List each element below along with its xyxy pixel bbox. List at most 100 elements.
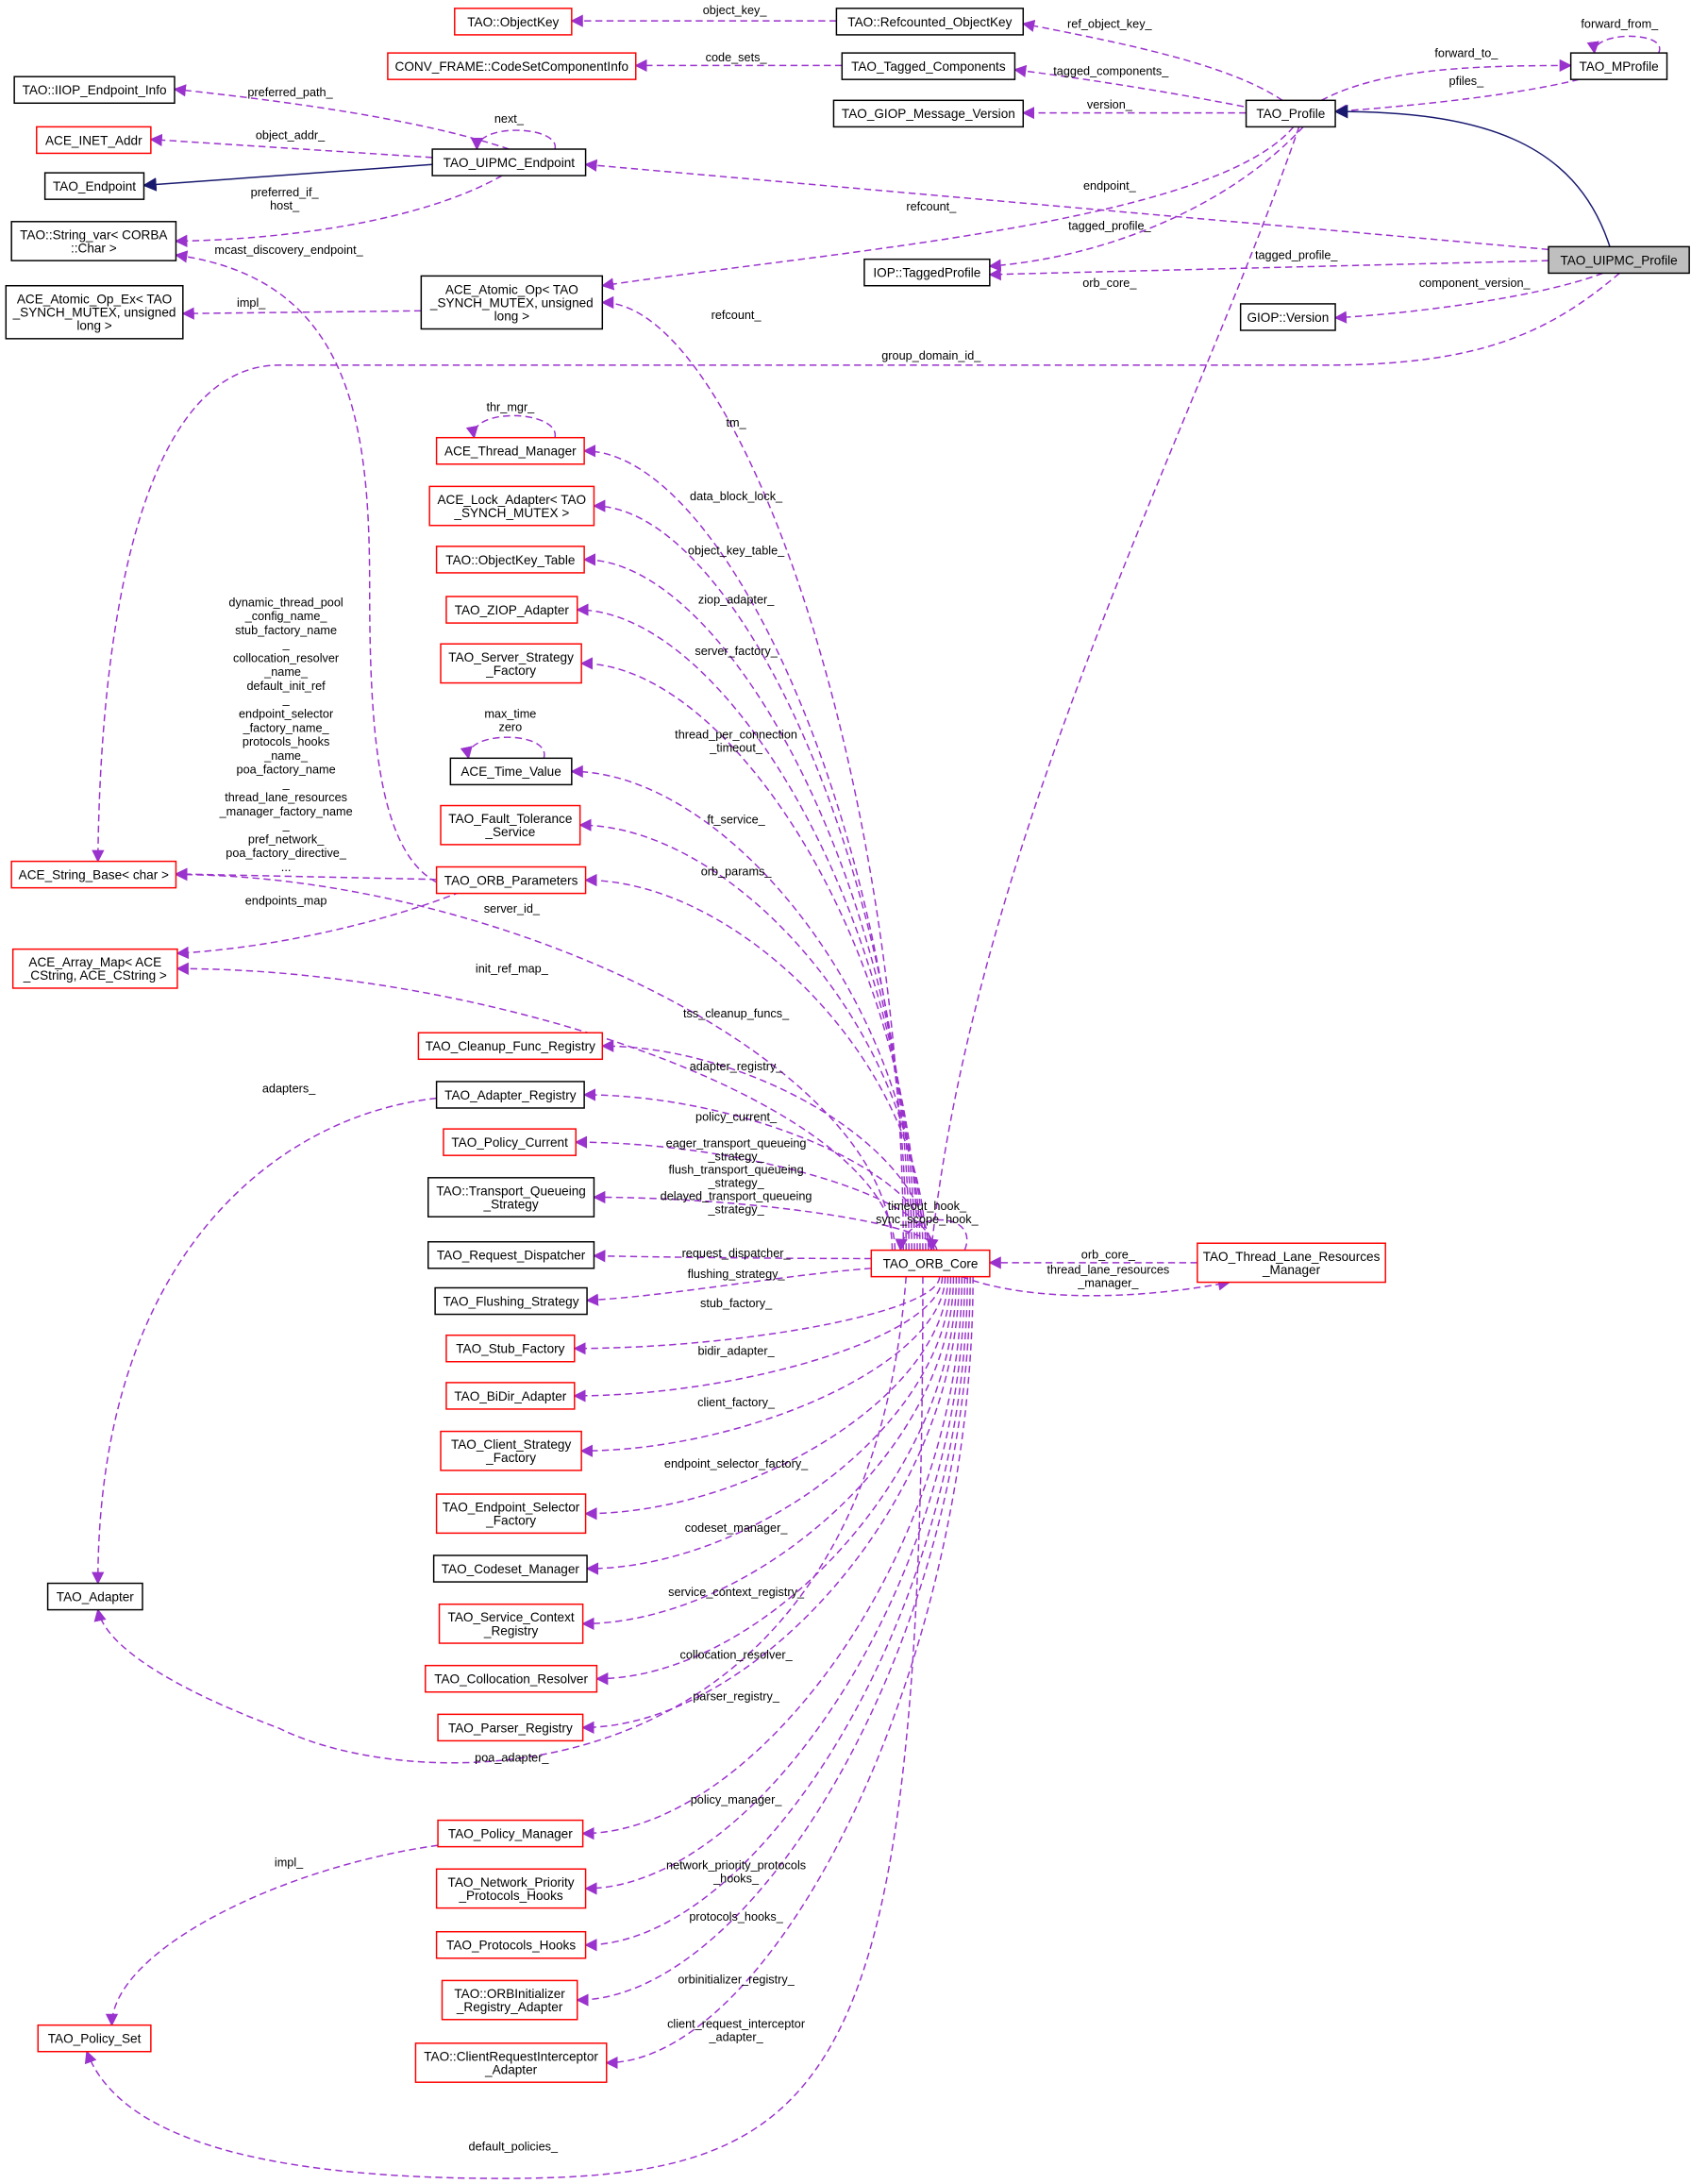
class-node-tao-endpoint[interactable]: TAO_Endpoint bbox=[43, 172, 145, 200]
edge-label: bidir_adapter_ bbox=[698, 1344, 776, 1357]
class-node-objectkey-table[interactable]: TAO::ObjectKey_Table bbox=[435, 546, 585, 574]
edge-label: policy_manager_ bbox=[691, 1793, 783, 1806]
node-label: TAO_Client_Strategy bbox=[451, 1437, 571, 1452]
node-box bbox=[43, 172, 145, 200]
node-label: _Adapter bbox=[484, 2062, 538, 2076]
node-box bbox=[417, 1032, 604, 1061]
class-node-tao-mprofile[interactable]: TAO_MProfile bbox=[1569, 52, 1668, 80]
class-node-server-strategy-factory[interactable]: TAO_Server_Strategy_Factory bbox=[440, 643, 582, 684]
class-node-bidir-adapter[interactable]: TAO_BiDir_Adapter bbox=[445, 1382, 576, 1410]
node-box bbox=[427, 1241, 595, 1269]
member-edge-tao-mprofile-to-tao-mprofile bbox=[1586, 35, 1661, 55]
edge-label: client_factory_ bbox=[697, 1396, 776, 1409]
class-node-lock-adapter[interactable]: ACE_Lock_Adapter< TAO_SYNCH_MUTEX > bbox=[428, 485, 595, 527]
edge-label: _config_name_ bbox=[244, 610, 328, 623]
class-node-giop-message-version[interactable]: TAO_GIOP_Message_Version bbox=[832, 99, 1025, 128]
member-edge-tao-mprofile-to-tao-profile bbox=[1333, 78, 1580, 117]
class-node-stub-factory[interactable]: TAO_Stub_Factory bbox=[445, 1334, 576, 1363]
edge-label: adapters_ bbox=[262, 1083, 316, 1096]
node-box bbox=[438, 1603, 584, 1644]
class-node-policy-manager[interactable]: TAO_Policy_Manager bbox=[437, 1819, 584, 1848]
edge-label: preferred_path_ bbox=[247, 86, 333, 99]
class-node-codeset-info[interactable]: CONV_FRAME::CodeSetComponentInfo bbox=[387, 52, 637, 80]
class-node-protocols-hooks[interactable]: TAO_Protocols_Hooks bbox=[435, 1930, 587, 1959]
node-label: TAO_Adapter bbox=[57, 1589, 134, 1604]
node-box bbox=[37, 2024, 152, 2053]
class-node-string-var[interactable]: TAO::String_var< CORBA::Char > bbox=[10, 221, 177, 261]
node-label: TAO_ZIOP_Adapter bbox=[455, 603, 570, 617]
class-node-request-dispatcher[interactable]: TAO_Request_Dispatcher bbox=[427, 1241, 595, 1269]
node-box bbox=[443, 1128, 577, 1156]
class-node-orbinitializer-registry[interactable]: TAO::ORBInitializer_Registry_Adapter bbox=[441, 1979, 578, 2021]
class-node-cleanup-registry[interactable]: TAO_Cleanup_Func_Registry bbox=[417, 1032, 604, 1061]
class-node-giop-version[interactable]: GIOP::Version bbox=[1239, 303, 1336, 331]
edge-label: thread_per_connection bbox=[675, 729, 797, 742]
class-node-tagged-components[interactable]: TAO_Tagged_Components bbox=[841, 52, 1016, 80]
node-label: CONV_FRAME::CodeSetComponentInfo bbox=[395, 59, 629, 74]
node-box bbox=[1245, 99, 1336, 128]
class-node-endpoint-selector-factory[interactable]: TAO_Endpoint_Selector_Factory bbox=[435, 1493, 587, 1535]
member-edge-orb-core-to-client-request-interceptor bbox=[605, 1276, 974, 2070]
class-node-time-value[interactable]: ACE_Time_Value bbox=[449, 757, 573, 786]
node-label: TAO::IIOP_Endpoint_Info bbox=[23, 83, 167, 97]
class-node-atomic-op[interactable]: ACE_Atomic_Op< TAO_SYNCH_MUTEX, unsigned… bbox=[420, 275, 604, 330]
class-node-fault-tolerance[interactable]: TAO_Fault_Tolerance_Service bbox=[440, 804, 581, 846]
class-node-client-strategy-factory[interactable]: TAO_Client_Strategy_Factory bbox=[440, 1430, 582, 1471]
node-label: _Manager bbox=[1262, 1263, 1321, 1277]
class-node-uipmc-endpoint[interactable]: TAO_UIPMC_Endpoint bbox=[431, 148, 587, 176]
class-node-iiop-endpoint-info[interactable]: TAO::IIOP_Endpoint_Info bbox=[13, 76, 176, 105]
edge-label: poa_adapter_ bbox=[475, 1752, 549, 1765]
class-node-policy-current[interactable]: TAO_Policy_Current bbox=[443, 1128, 577, 1156]
node-label: long > bbox=[76, 319, 111, 333]
node-box bbox=[428, 485, 595, 527]
node-box bbox=[440, 643, 582, 684]
class-node-tao-profile[interactable]: TAO_Profile bbox=[1245, 99, 1336, 128]
class-node-refcounted-objectkey[interactable]: TAO::Refcounted_ObjectKey bbox=[835, 8, 1025, 36]
node-label: TAO::String_var< CORBA bbox=[20, 227, 168, 242]
class-node-service-context-registry[interactable]: TAO_Service_Context_Registry bbox=[438, 1603, 584, 1644]
class-node-ace-inet-addr[interactable]: ACE_INET_Addr bbox=[36, 126, 152, 155]
member-edge-orb-core-to-lock-adapter bbox=[593, 499, 910, 1251]
class-node-codeset-manager[interactable]: TAO_Codeset_Manager bbox=[432, 1554, 588, 1583]
class-node-array-map[interactable]: ACE_Array_Map< ACE_CString, ACE_CString … bbox=[11, 948, 178, 989]
edge-label: forward_to_ bbox=[1434, 47, 1498, 60]
node-box bbox=[1548, 245, 1690, 275]
class-node-objectkey[interactable]: TAO::ObjectKey bbox=[454, 8, 573, 36]
node-label: TAO_Tagged_Components bbox=[851, 59, 1006, 74]
class-node-collocation-resolver[interactable]: TAO_Collocation_Resolver bbox=[425, 1664, 598, 1693]
class-node-transport-queueing[interactable]: TAO::Transport_Queueing_Strategy bbox=[427, 1177, 595, 1218]
node-box bbox=[13, 76, 176, 105]
class-node-adapter-registry[interactable]: TAO_Adapter_Registry bbox=[435, 1081, 585, 1109]
class-node-parser-registry[interactable]: TAO_Parser_Registry bbox=[437, 1713, 584, 1742]
class-node-flushing-strategy[interactable]: TAO_Flushing_Strategy bbox=[434, 1286, 588, 1316]
class-node-client-request-interceptor[interactable]: TAO::ClientRequestInterceptor_Adapter bbox=[414, 2042, 608, 2083]
class-node-uipmc-profile[interactable]: TAO_UIPMC_Profile bbox=[1548, 245, 1690, 275]
node-box bbox=[832, 99, 1025, 128]
class-node-iop-tagged-profile[interactable]: IOP::TaggedProfile bbox=[863, 258, 991, 287]
class-node-thread-manager[interactable]: ACE_Thread_Manager bbox=[435, 436, 585, 465]
node-box bbox=[841, 52, 1016, 80]
class-node-policy-set[interactable]: TAO_Policy_Set bbox=[37, 2024, 152, 2053]
class-node-orb-parameters[interactable]: TAO_ORB_Parameters bbox=[435, 865, 587, 895]
edge-label: adapter_registry_ bbox=[690, 1060, 784, 1073]
node-box bbox=[432, 1554, 588, 1583]
member-edge-uipmc-endpoint-to-string-var bbox=[175, 175, 503, 247]
class-node-tao-adapter[interactable]: TAO_Adapter bbox=[46, 1582, 143, 1611]
class-node-network-priority-hooks[interactable]: TAO_Network_Priority_Protocols_Hooks bbox=[435, 1868, 587, 1909]
node-label: TAO_Endpoint_Selector bbox=[443, 1501, 580, 1515]
node-label: _SYNCH_MUTEX > bbox=[453, 506, 569, 520]
class-node-thread-lane-resources-manager[interactable]: TAO_Thread_Lane_Resources_Manager bbox=[1197, 1242, 1386, 1284]
class-node-atomic-op-ex[interactable]: ACE_Atomic_Op_Ex< TAO_SYNCH_MUTEX, unsig… bbox=[5, 284, 184, 340]
edge-label: component_version_ bbox=[1419, 277, 1532, 290]
edge-label: pfiles_ bbox=[1449, 75, 1485, 88]
class-node-string-base[interactable]: ACE_String_Base< char > bbox=[10, 860, 177, 889]
node-box bbox=[440, 1430, 582, 1471]
class-node-orb-core[interactable]: TAO_ORB_Core bbox=[870, 1249, 991, 1278]
node-label: TAO_Profile bbox=[1256, 107, 1325, 121]
node-box bbox=[435, 546, 585, 574]
node-box bbox=[10, 221, 177, 261]
edge-label: version_ bbox=[1087, 98, 1133, 111]
node-label: TAO_Thread_Lane_Resources bbox=[1203, 1250, 1381, 1264]
class-node-ziop-adapter[interactable]: TAO_ZIOP_Adapter bbox=[445, 596, 578, 624]
